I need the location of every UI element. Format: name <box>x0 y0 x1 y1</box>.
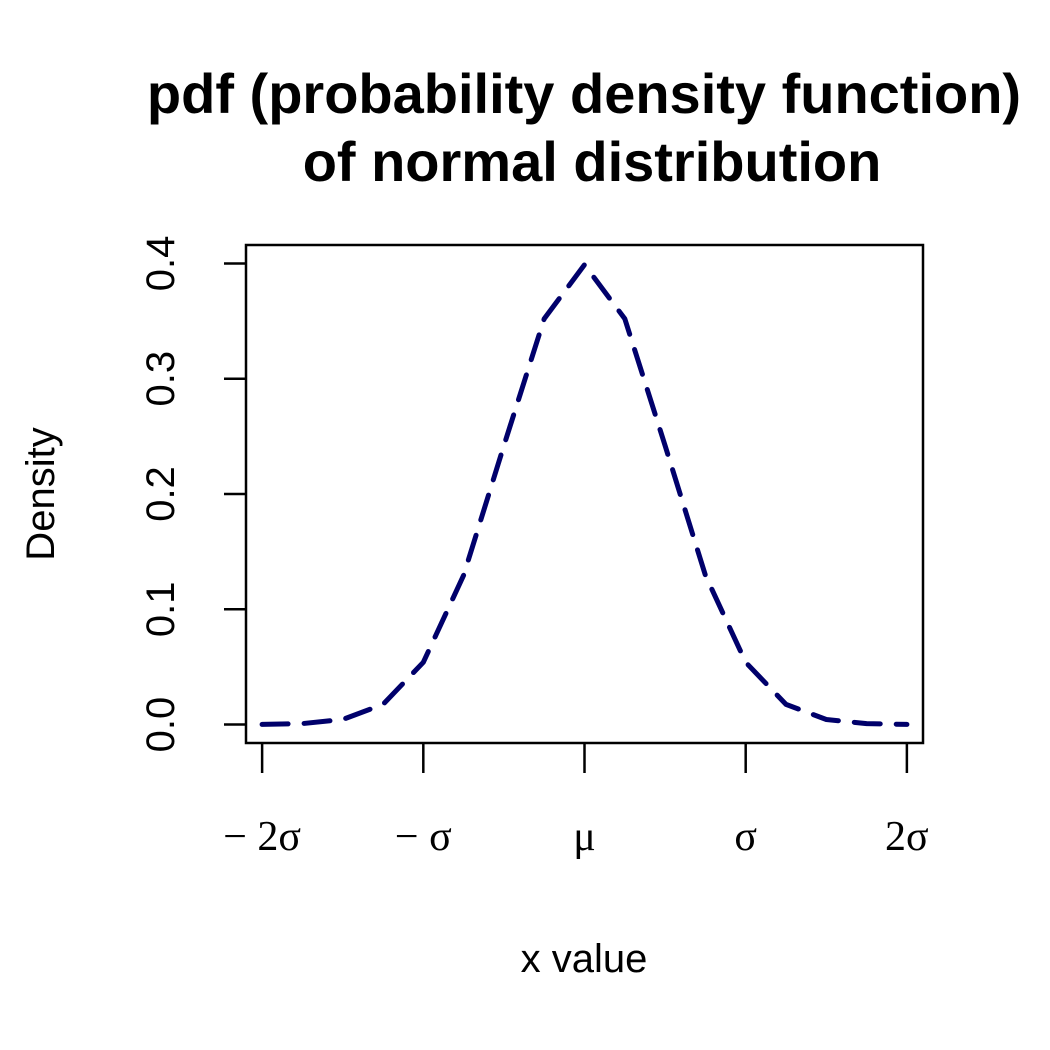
y-tick-label-3: 0.3 <box>139 351 183 407</box>
x-axis-label: x value <box>521 937 648 981</box>
density-curve-0 <box>259 262 910 727</box>
y-tick-label-2: 0.2 <box>139 466 183 522</box>
y-tick-label-4: 0.4 <box>139 236 183 292</box>
y-axis-label: Density <box>19 427 63 560</box>
chart-title-line-2: of normal distribution <box>303 130 882 193</box>
plot-area-frame <box>244 243 925 745</box>
x-tick-label-1: − σ <box>395 814 452 860</box>
x-tick-label-0: − 2σ <box>223 814 301 860</box>
x-tick-label-2: μ <box>573 814 596 860</box>
y-axis: 0.0 0.1 0.2 0.3 0.4 <box>139 236 246 753</box>
y-tick-label-0: 0.0 <box>139 697 183 753</box>
chart-title-line-1: pdf (probability density function) <box>147 62 1021 125</box>
y-tick-label-1: 0.1 <box>139 581 183 637</box>
series-layer <box>259 262 910 727</box>
x-tick-label-3: σ <box>734 814 757 860</box>
x-tick-label-4: 2σ <box>885 814 929 860</box>
x-axis: − 2σ − σ μ σ 2σ <box>223 743 929 860</box>
